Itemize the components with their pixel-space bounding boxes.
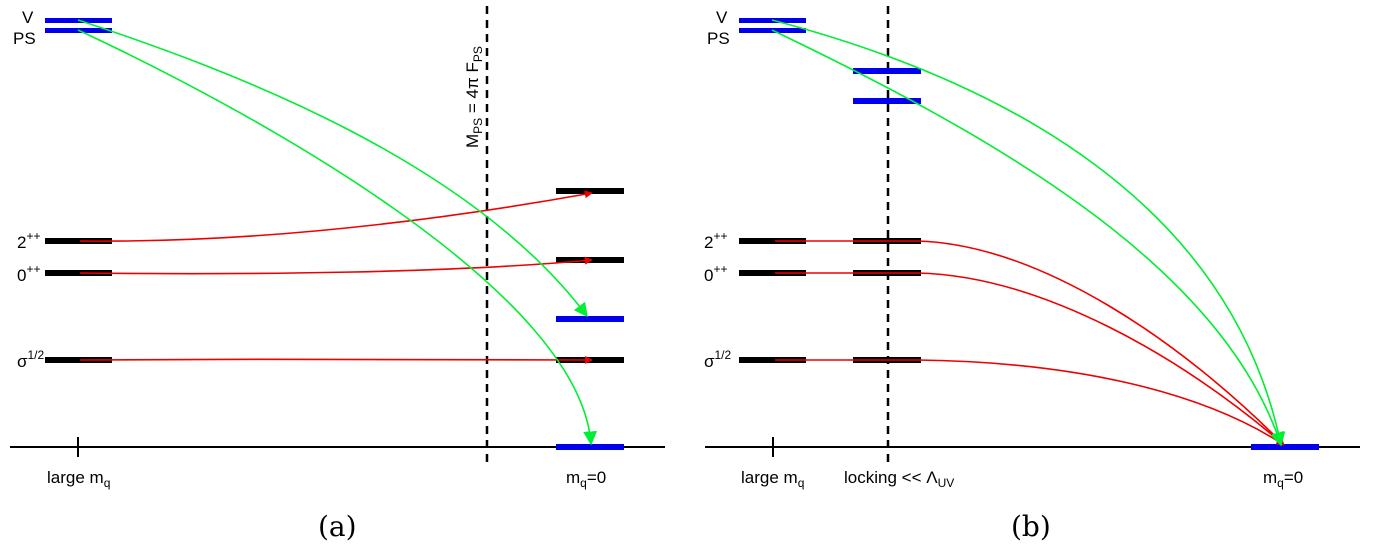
- tensor-glueball-label: 2++: [17, 229, 40, 252]
- panel-b: V PS 2++ 0++ σ1/2 large mq locking << ΛU…: [704, 6, 1360, 543]
- panel-b-caption: (b): [1011, 510, 1051, 543]
- v-label: V: [22, 8, 34, 27]
- mq0-label: mq=0: [1263, 468, 1303, 490]
- scalar-glueball-flow: [917, 272, 1285, 446]
- scalar-glueball-label: 0++: [704, 262, 727, 285]
- string-tension-label: σ1/2: [17, 348, 45, 371]
- scalar-glueball-label: 0++: [17, 262, 40, 285]
- ps-label: PS: [13, 29, 36, 48]
- ps-mass-divider-label: MPS = 4π FPS: [463, 46, 485, 148]
- vector-level-mq0: [556, 316, 624, 322]
- string-tension-level-large-mq: [45, 357, 112, 363]
- tensor-glueball-flow: [79, 190, 593, 242]
- v-label: V: [716, 8, 728, 27]
- ps-label: PS: [707, 29, 730, 48]
- ps-level-mq0: [556, 444, 624, 450]
- scalar-glueball-flow: [79, 256, 593, 275]
- locking-label: locking << ΛUV: [844, 468, 954, 490]
- tensor-glueball-level-large-mq: [45, 238, 112, 244]
- panel-a: V PS 2++ 0++ σ1/2 large mq mq=0 MPS = 4π…: [10, 6, 665, 543]
- vector-meson-flow: [77, 19, 588, 318]
- ps-meson-flow: [771, 29, 1284, 447]
- scalar-glueball-level-large-mq: [739, 270, 806, 276]
- large-mq-label: large mq: [47, 468, 110, 490]
- mq0-label: mq=0: [566, 468, 606, 490]
- tensor-glueball-label: 2++: [704, 229, 727, 252]
- tensor-glueball-flow: [917, 240, 1285, 446]
- vector-meson-flow: [771, 19, 1286, 447]
- string-tension-level-large-mq: [739, 357, 806, 363]
- degenerate-level-mq0: [1251, 444, 1319, 450]
- string-tension-label: σ1/2: [704, 348, 732, 371]
- ps-meson-flow: [77, 29, 598, 446]
- ps-level-locking: [853, 98, 921, 104]
- scalar-glueball-level-large-mq: [45, 270, 112, 276]
- tensor-glueball-level-large-mq: [739, 238, 806, 244]
- string-tension-flow: [917, 359, 1285, 446]
- panel-a-caption: (a): [318, 510, 357, 543]
- vector-level-locking: [853, 68, 921, 74]
- large-mq-label: large mq: [741, 468, 804, 490]
- string-tension-flow: [79, 355, 593, 364]
